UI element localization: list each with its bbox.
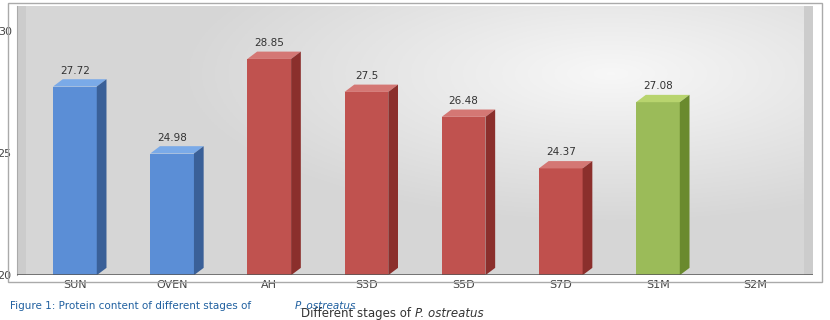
Text: P. ostreatus: P. ostreatus	[415, 307, 484, 320]
Polygon shape	[344, 84, 398, 92]
Text: 27.08: 27.08	[643, 81, 673, 91]
Polygon shape	[388, 84, 398, 275]
Bar	[539, 168, 583, 275]
Polygon shape	[583, 161, 593, 275]
Polygon shape	[539, 161, 593, 168]
Text: 24.98: 24.98	[157, 132, 187, 142]
Polygon shape	[97, 79, 106, 275]
Polygon shape	[442, 109, 496, 117]
Bar	[247, 59, 291, 275]
Polygon shape	[150, 146, 203, 154]
Text: 28.85: 28.85	[254, 38, 284, 48]
Text: 27.5: 27.5	[354, 71, 378, 81]
Text: 27.72: 27.72	[60, 66, 90, 76]
Bar	[344, 92, 388, 275]
Text: 26.48: 26.48	[449, 96, 479, 106]
Text: .: .	[353, 301, 356, 311]
Bar	[53, 86, 97, 275]
Polygon shape	[247, 52, 300, 59]
Polygon shape	[680, 95, 690, 275]
Polygon shape	[194, 146, 203, 275]
Text: Figure 1: Protein content of different stages of: Figure 1: Protein content of different s…	[10, 301, 254, 311]
Bar	[442, 117, 486, 275]
Polygon shape	[291, 52, 300, 275]
Polygon shape	[636, 95, 690, 102]
Text: P. ostreatus: P. ostreatus	[295, 301, 355, 311]
Polygon shape	[486, 109, 496, 275]
Bar	[150, 154, 194, 275]
Text: Different stages of: Different stages of	[301, 307, 415, 320]
Bar	[636, 102, 680, 275]
Polygon shape	[53, 79, 106, 86]
Title: Protein content: Protein content	[348, 0, 482, 1]
Text: 24.37: 24.37	[546, 148, 576, 157]
